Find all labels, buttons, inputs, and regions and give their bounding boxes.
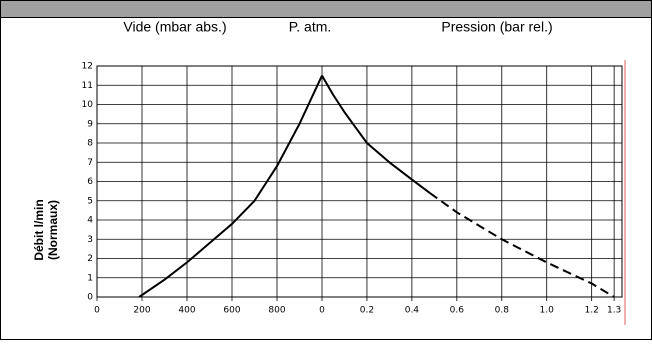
x-tick-label: 0.2 (360, 306, 374, 316)
header-vacuum: Vide (mbar abs.) (123, 19, 226, 35)
y-axis-label: (Normaux) (46, 200, 60, 260)
x-tick-label: 0 (94, 306, 100, 316)
x-tick-label: 800 (268, 306, 285, 316)
y-tick-label: 2 (87, 254, 93, 264)
y-tick-label: 9 (87, 119, 93, 129)
header-pressure: Pression (bar rel.) (441, 19, 552, 35)
x-tick-label: 0.8 (495, 306, 510, 316)
header-bar (0, 0, 652, 18)
x-tick-label: 1.3 (607, 306, 621, 316)
y-tick-label: 12 (82, 62, 93, 72)
flow-curve (138, 75, 323, 298)
x-tick-label: 400 (178, 306, 195, 316)
x-tick-label: 1.0 (540, 306, 555, 316)
y-tick-label: 7 (87, 158, 93, 168)
flow-curve (429, 192, 615, 298)
y-tick-label: 10 (82, 100, 94, 110)
y-tick-label: 8 (87, 139, 93, 149)
header-atm: P. atm. (289, 19, 332, 35)
x-tick-label: 0 (319, 306, 325, 316)
y-tick-label: 4 (87, 216, 93, 226)
y-axis-label: Débit l/min (32, 199, 46, 260)
y-tick-label: 6 (87, 177, 93, 187)
x-tick-label: 0.4 (405, 306, 420, 316)
y-tick-label: 3 (87, 235, 93, 245)
y-tick-label: 5 (87, 196, 93, 206)
y-tick-label: 11 (82, 81, 93, 91)
x-tick-label: 0.6 (450, 306, 465, 316)
x-tick-label: 1.2 (584, 306, 598, 316)
x-tick-label: 200 (133, 306, 150, 316)
y-tick-label: 0 (87, 293, 93, 303)
flow-curve (321, 75, 431, 194)
x-tick-label: 600 (223, 306, 240, 316)
y-tick-label: 1 (87, 273, 93, 283)
